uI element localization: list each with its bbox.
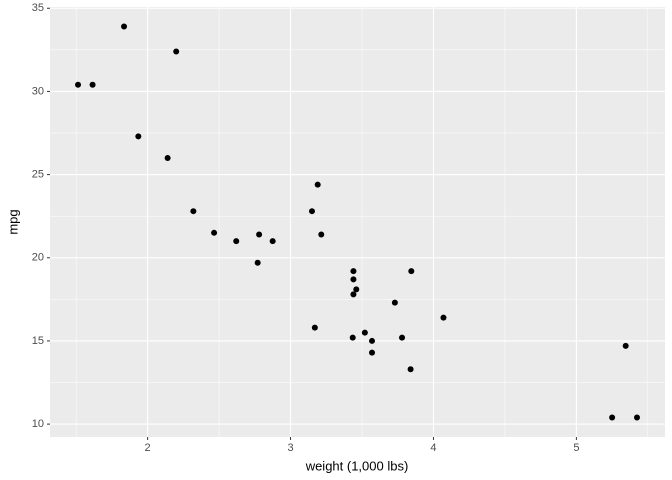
point bbox=[350, 276, 357, 283]
point bbox=[633, 414, 640, 421]
point bbox=[75, 81, 82, 88]
point bbox=[361, 329, 368, 336]
points bbox=[75, 23, 640, 421]
y-tick-label: 30 bbox=[32, 85, 44, 97]
point bbox=[391, 299, 398, 306]
point bbox=[609, 414, 616, 421]
point bbox=[349, 334, 356, 341]
point bbox=[256, 231, 263, 238]
point bbox=[314, 181, 321, 188]
point bbox=[173, 48, 180, 55]
point bbox=[369, 349, 376, 356]
point bbox=[622, 342, 629, 349]
y-tick-label: 25 bbox=[32, 168, 44, 180]
x-axis-title: weight (1,000 lbs) bbox=[305, 458, 409, 473]
point bbox=[211, 229, 218, 236]
point bbox=[308, 208, 315, 215]
y-tick-label: 20 bbox=[32, 252, 44, 264]
x-tick-label: 2 bbox=[145, 442, 151, 454]
point bbox=[399, 334, 406, 341]
grid bbox=[50, 7, 665, 437]
point bbox=[369, 337, 376, 344]
x-tick-label: 4 bbox=[430, 442, 436, 454]
point bbox=[311, 324, 318, 331]
point bbox=[121, 23, 128, 30]
point bbox=[254, 259, 261, 266]
point bbox=[407, 366, 414, 373]
y-tick-label: 15 bbox=[32, 335, 44, 347]
y-tick-label: 10 bbox=[32, 418, 44, 430]
point bbox=[350, 268, 357, 275]
point bbox=[440, 314, 447, 321]
point bbox=[408, 268, 415, 275]
point bbox=[233, 238, 240, 245]
point bbox=[190, 208, 197, 215]
point bbox=[269, 238, 276, 245]
point bbox=[350, 291, 357, 298]
point bbox=[135, 133, 142, 140]
panel bbox=[50, 7, 665, 437]
point bbox=[89, 81, 96, 88]
y-tick-label: 35 bbox=[32, 2, 44, 14]
point bbox=[353, 286, 360, 293]
x-tick-label: 5 bbox=[573, 442, 579, 454]
point bbox=[318, 231, 325, 238]
x-tick-label: 3 bbox=[287, 442, 293, 454]
point bbox=[164, 154, 171, 161]
y-axis-title: mpg bbox=[5, 209, 20, 234]
